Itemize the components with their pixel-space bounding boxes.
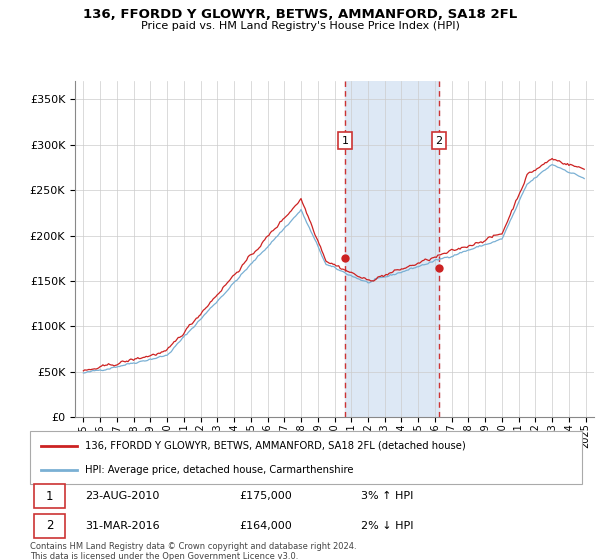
Text: 2% ↓ HPI: 2% ↓ HPI (361, 521, 414, 531)
FancyBboxPatch shape (34, 514, 65, 538)
Text: 23-AUG-2010: 23-AUG-2010 (85, 491, 160, 501)
Text: 1: 1 (46, 489, 53, 503)
Text: Price paid vs. HM Land Registry's House Price Index (HPI): Price paid vs. HM Land Registry's House … (140, 21, 460, 31)
Text: 2: 2 (46, 519, 53, 533)
FancyBboxPatch shape (30, 431, 582, 484)
Bar (345, 81, 439, 417)
Text: HPI: Average price, detached house, Carmarthenshire: HPI: Average price, detached house, Carm… (85, 465, 354, 475)
FancyBboxPatch shape (34, 484, 65, 508)
Text: 3% ↑ HPI: 3% ↑ HPI (361, 491, 413, 501)
Text: 31-MAR-2016: 31-MAR-2016 (85, 521, 160, 531)
Text: 136, FFORDD Y GLOWYR, BETWS, AMMANFORD, SA18 2FL (detached house): 136, FFORDD Y GLOWYR, BETWS, AMMANFORD, … (85, 441, 466, 451)
Text: £175,000: £175,000 (240, 491, 293, 501)
Text: Contains HM Land Registry data © Crown copyright and database right 2024.
This d: Contains HM Land Registry data © Crown c… (30, 542, 356, 560)
Text: 136, FFORDD Y GLOWYR, BETWS, AMMANFORD, SA18 2FL: 136, FFORDD Y GLOWYR, BETWS, AMMANFORD, … (83, 8, 517, 21)
Text: 2: 2 (436, 136, 443, 146)
Text: 1: 1 (342, 136, 349, 146)
Text: £164,000: £164,000 (240, 521, 293, 531)
